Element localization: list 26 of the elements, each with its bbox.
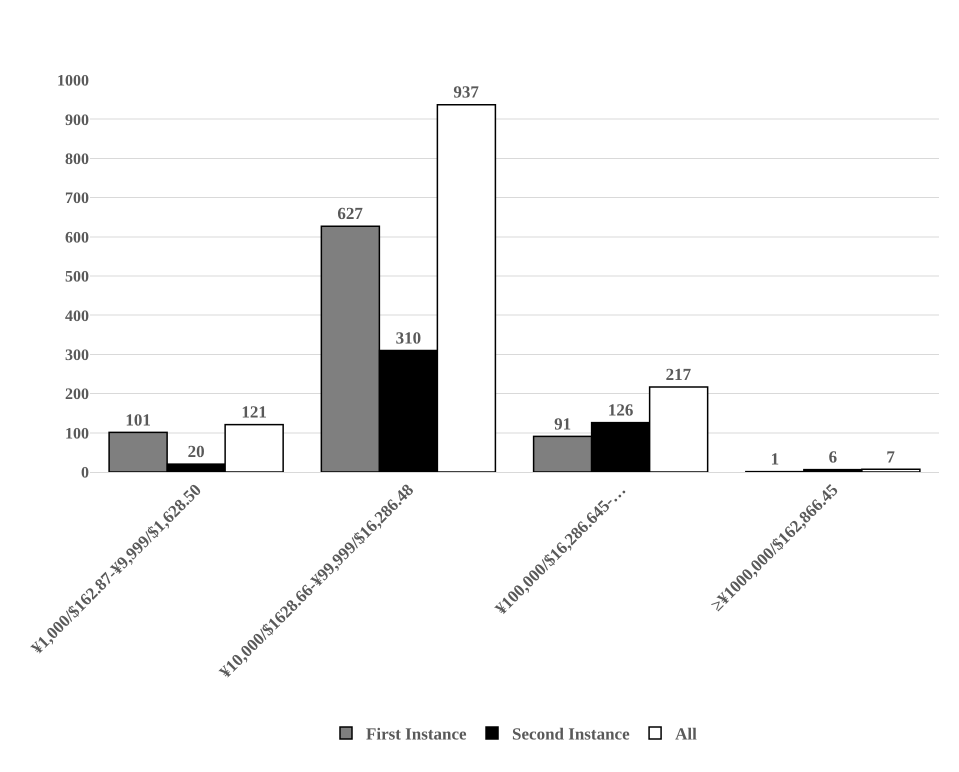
y-tick-label: 300 bbox=[65, 347, 89, 364]
data-label: 6 bbox=[828, 448, 838, 467]
y-tick-label: 1000 bbox=[57, 72, 89, 90]
legend-label: First Instance bbox=[366, 724, 468, 744]
legend-label: All bbox=[675, 724, 698, 744]
legend-label: Second Instance bbox=[512, 724, 630, 744]
data-label: 217 bbox=[666, 364, 692, 384]
data-label: 91 bbox=[554, 414, 572, 434]
y-tick-label: 400 bbox=[65, 308, 89, 325]
y-tick-label: 600 bbox=[65, 229, 89, 246]
data-label: 937 bbox=[453, 82, 480, 102]
y-tick-label: 0 bbox=[81, 464, 89, 482]
data-label: 20 bbox=[188, 442, 205, 462]
y-tick-label: 500 bbox=[65, 268, 89, 286]
y-tick-label: 700 bbox=[65, 190, 89, 208]
data-label: 121 bbox=[241, 402, 267, 422]
data-label: 1 bbox=[770, 450, 780, 469]
data-label: 627 bbox=[337, 204, 364, 224]
data-label: 310 bbox=[396, 328, 422, 348]
data-label: 101 bbox=[125, 410, 151, 430]
y-tick-label: 100 bbox=[65, 425, 89, 442]
y-tick-label: 200 bbox=[65, 386, 89, 404]
data-label: 126 bbox=[608, 400, 634, 420]
y-tick-label: 800 bbox=[65, 151, 89, 168]
y-tick-label: 900 bbox=[65, 112, 89, 129]
data-label: 7 bbox=[886, 447, 896, 466]
